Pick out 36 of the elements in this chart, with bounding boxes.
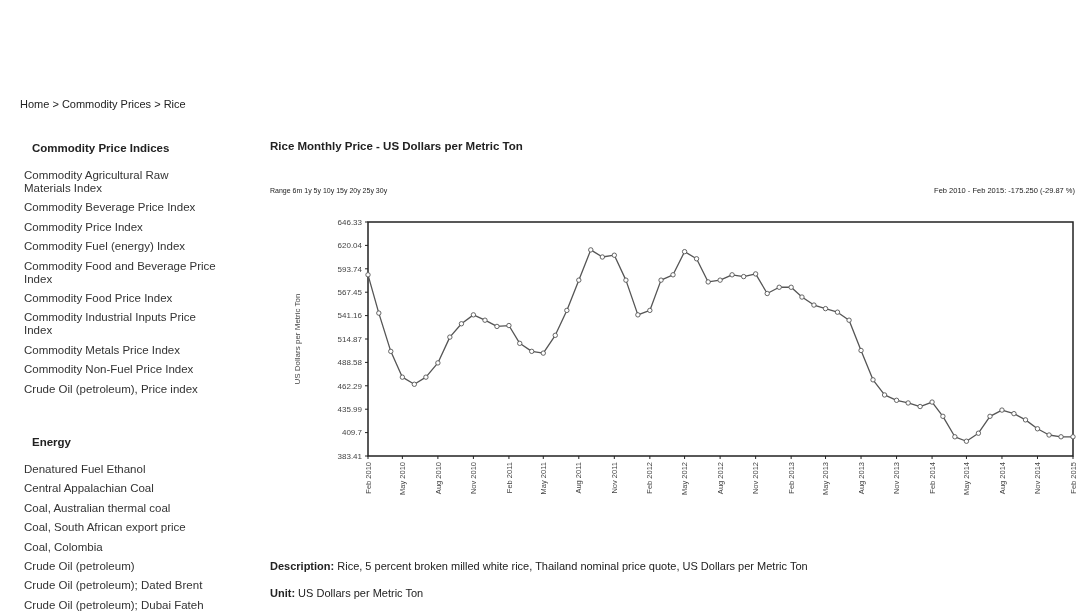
text: Crude Oil (petroleum); Dated Brent [24,579,204,592]
y-tick-label: 646.33 [337,217,363,227]
text: Commodity Industrial Inputs Price Index [24,311,196,337]
y-tick-label: 620.04 [337,241,363,251]
chart-title: Rice Monthly Price - US Dollars per Metric Ton [270,140,523,152]
y-tick-label: 383.41 [337,451,363,461]
text: Commodity Price Indices [32,142,170,154]
y-tick-label: 488.58 [337,358,363,368]
text: Coal, Australian thermal coal [24,501,171,514]
text: Commodity Metals Price Index [24,343,181,356]
text: Energy [32,436,72,448]
text: Home > Commodity Prices > Rice [20,98,186,110]
text: Central Appalachian Coal [24,482,154,495]
text: Commodity Agricultural Raw Materials Index [24,169,170,194]
y-tick-label: 514.87 [337,334,363,344]
text: Commodity Non-Fuel Price Index [24,363,194,376]
text: Commodity Beverage Price Index [24,201,196,214]
text: Crude Oil (petroleum), Price index [24,382,199,395]
text: Commodity Food and Beverage Price Index [24,259,216,285]
y-tick-label: 462.29 [337,381,363,391]
y-tick-label: 541.16 [337,311,363,321]
y-axis-title: US Dollars per Metric Ton [293,293,302,385]
text: Unit: US Dollars per Metric Ton [270,587,424,599]
text: Coal, South African export price [24,521,186,534]
text: Crude Oil (petroleum); Dubai Fateh [24,598,204,611]
text: Coal, Colombia [24,540,104,553]
y-tick-label: 593.74 [337,264,363,274]
y-tick-label: 567.45 [337,288,363,297]
text: Description: Rice, 5 percent broken milled white rice, Thailand nominal price quote, US Dollars per Metric Ton [270,560,808,572]
y-tick-label: 409.7 [341,428,363,438]
text: Commodity Food Price Index [24,292,173,304]
text: Denatured Fuel Ethanol [24,463,146,475]
text: Commodity Price Index [24,220,144,233]
y-tick-label: 435.99 [337,405,363,414]
text: Crude Oil (petroleum) [24,560,135,572]
text: Commodity Fuel (energy) Index [24,240,186,253]
